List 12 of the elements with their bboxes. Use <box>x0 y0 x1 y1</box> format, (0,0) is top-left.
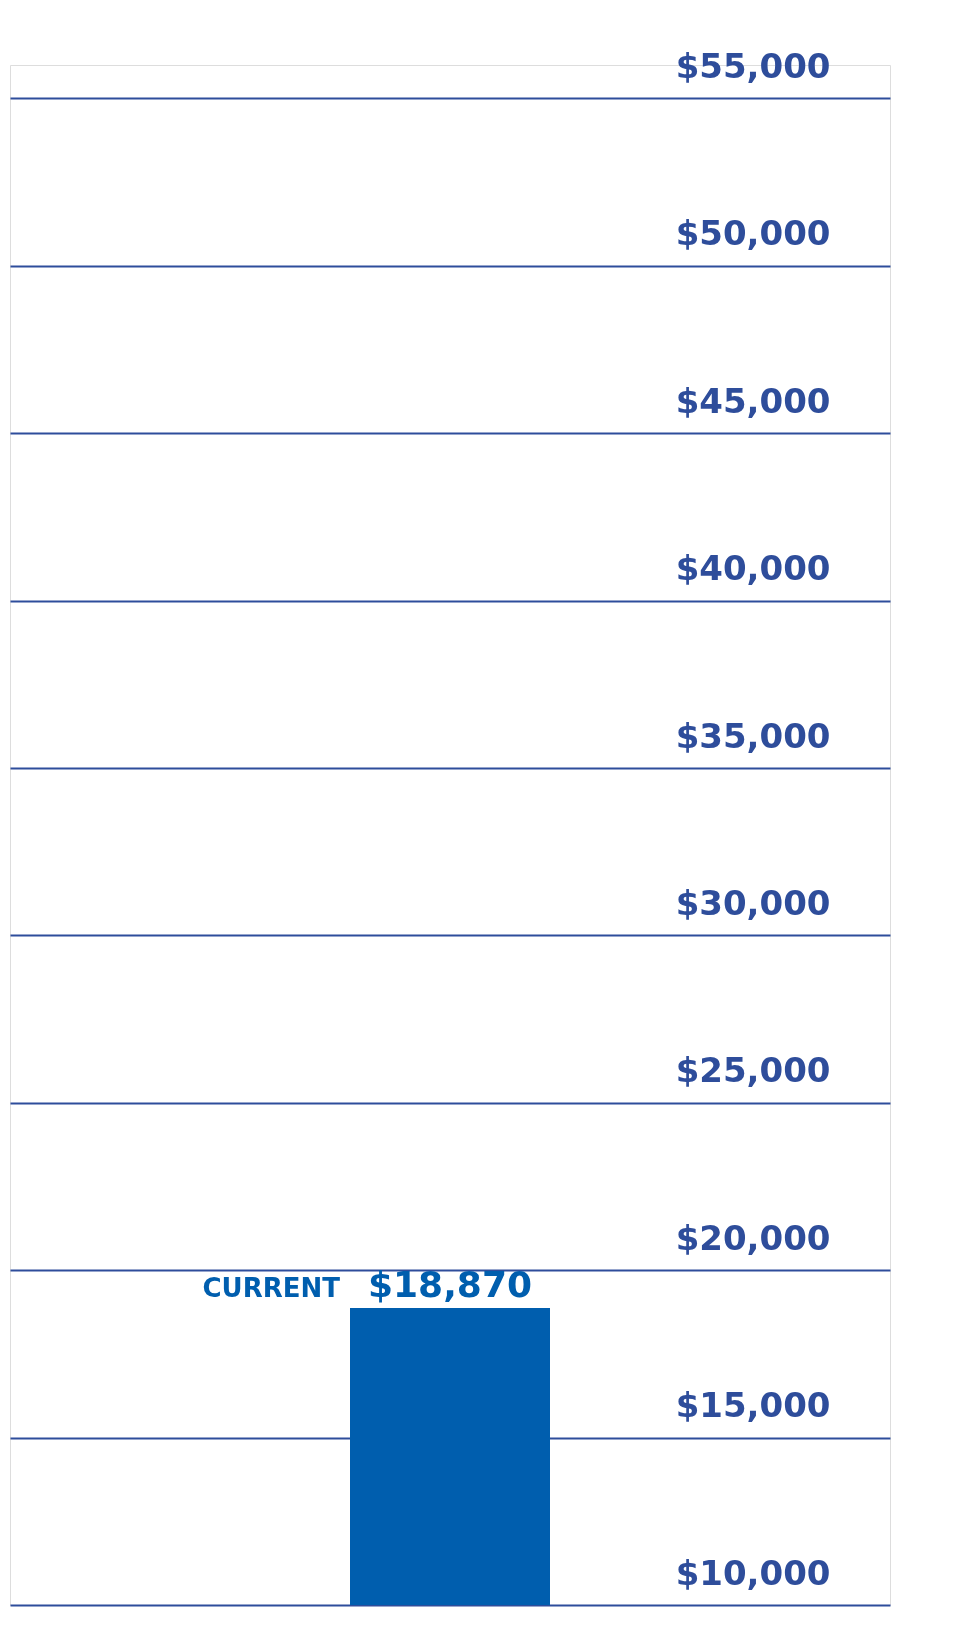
y-tick-label: $10,000 <box>675 1552 831 1593</box>
annotation: CURRENT <box>202 1273 341 1304</box>
y-tick-label: $15,000 <box>675 1385 831 1426</box>
y-tick-label: $45,000 <box>675 380 831 421</box>
y-tick-label: $30,000 <box>675 882 831 923</box>
y-tick-label: $20,000 <box>675 1217 831 1258</box>
y-tick-label: $50,000 <box>675 213 831 254</box>
y-tick-label: $35,000 <box>675 715 831 756</box>
y-tick-label: $55,000 <box>675 45 831 86</box>
y-tick-label: $25,000 <box>675 1050 831 1091</box>
data-label: $18,870 <box>368 1264 532 1306</box>
y-tick-label: $40,000 <box>675 548 831 589</box>
